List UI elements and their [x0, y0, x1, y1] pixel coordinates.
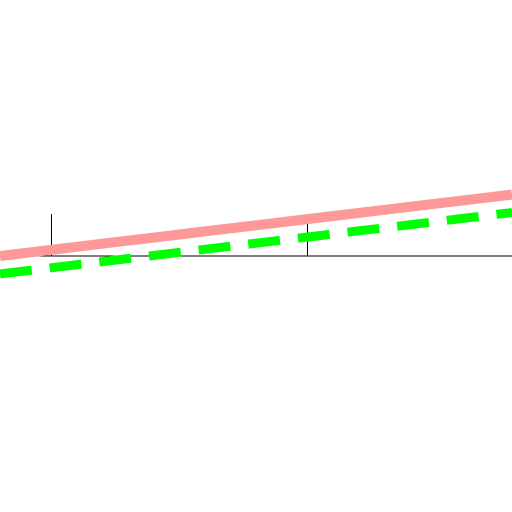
- series-line-1: [0, 208, 512, 279]
- series-line-0: [0, 189, 512, 261]
- series-layer: [0, 189, 512, 279]
